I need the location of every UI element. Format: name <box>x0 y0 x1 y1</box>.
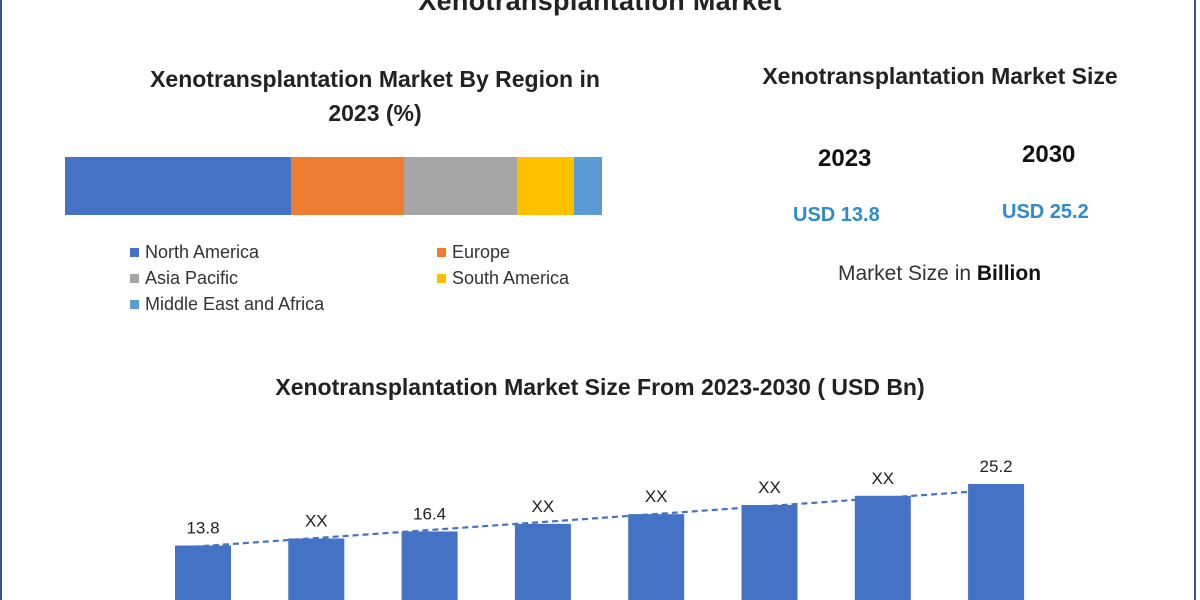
bar-data-label: XX <box>871 469 894 488</box>
main-title: Xenotransplantation Market <box>418 0 782 16</box>
legend-item: Asia Pacific <box>130 268 238 289</box>
bar-data-label: 25.2 <box>980 457 1013 476</box>
bar-2028 <box>741 504 798 600</box>
region-title-line2: 2023 (%) <box>328 100 422 126</box>
legend-label: Middle East and Africa <box>145 294 325 314</box>
bar-2026 <box>514 523 571 600</box>
legend-item: North America <box>130 242 259 263</box>
trend-line <box>182 488 997 549</box>
bar-2029 <box>854 495 911 600</box>
legend-swatch <box>130 274 139 283</box>
bar-2030 <box>968 483 1025 600</box>
legend-label: Europe <box>452 242 511 262</box>
market-size-unit-note: Market Size in Billion <box>838 262 1041 286</box>
market-size-bar-chart: 13.8 XX 16.4 XX XX XX XX 25.2 <box>175 457 1025 600</box>
year-2030-label: 2030 <box>1022 141 1076 168</box>
bar-2023 <box>175 545 231 600</box>
value-2023-label: USD 13.8 <box>793 204 880 226</box>
year-2023-label: 2023 <box>818 145 872 172</box>
region-segment-europe <box>291 157 405 215</box>
legend-swatch <box>130 300 139 309</box>
region-stacked-bar <box>65 157 602 215</box>
bar-data-label: XX <box>758 478 781 497</box>
unit-note-bold: Billion <box>976 262 1042 285</box>
legend-item: Middle East and Africa <box>130 294 324 315</box>
value-2030-label: USD 25.2 <box>1002 201 1089 223</box>
bar-data-label: 13.8 <box>186 518 219 537</box>
legend-item: South America <box>437 268 569 289</box>
bar-data-label: XX <box>305 511 328 530</box>
region-title-line1: Xenotransplantation Market By Region in <box>150 66 600 92</box>
bar-data-label: XX <box>645 487 668 506</box>
region-segment-asia-pacific <box>404 157 518 215</box>
legend-item: Europe <box>437 242 510 263</box>
region-segment-south-america <box>517 157 574 215</box>
legend-label: Asia Pacific <box>145 268 239 288</box>
legend-label: North America <box>145 242 260 262</box>
bar-2027 <box>628 514 685 600</box>
market-size-title: Xenotransplantation Market Size <box>762 63 1118 89</box>
region-segment-north-america <box>65 157 292 215</box>
bar-data-label: XX <box>532 497 555 516</box>
region-chart-title: Xenotransplantation Market By Region in … <box>70 62 680 130</box>
region-segment-middle-east-and-africa <box>573 157 602 215</box>
bar-2024 <box>288 538 345 600</box>
bar-data-label: 16.4 <box>413 504 446 523</box>
unit-note-prefix: Market Size in <box>838 262 972 285</box>
bar-chart-title: Xenotransplantation Market Size From 202… <box>275 374 925 400</box>
legend-swatch <box>437 248 446 257</box>
bar-2025 <box>401 531 458 600</box>
legend-swatch <box>437 274 446 283</box>
legend-swatch <box>130 248 139 257</box>
legend-label: South America <box>452 268 570 288</box>
